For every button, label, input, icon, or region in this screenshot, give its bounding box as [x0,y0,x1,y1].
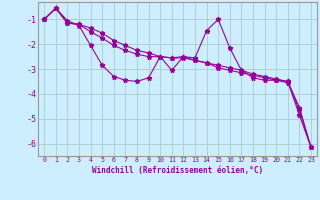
X-axis label: Windchill (Refroidissement éolien,°C): Windchill (Refroidissement éolien,°C) [92,166,263,175]
